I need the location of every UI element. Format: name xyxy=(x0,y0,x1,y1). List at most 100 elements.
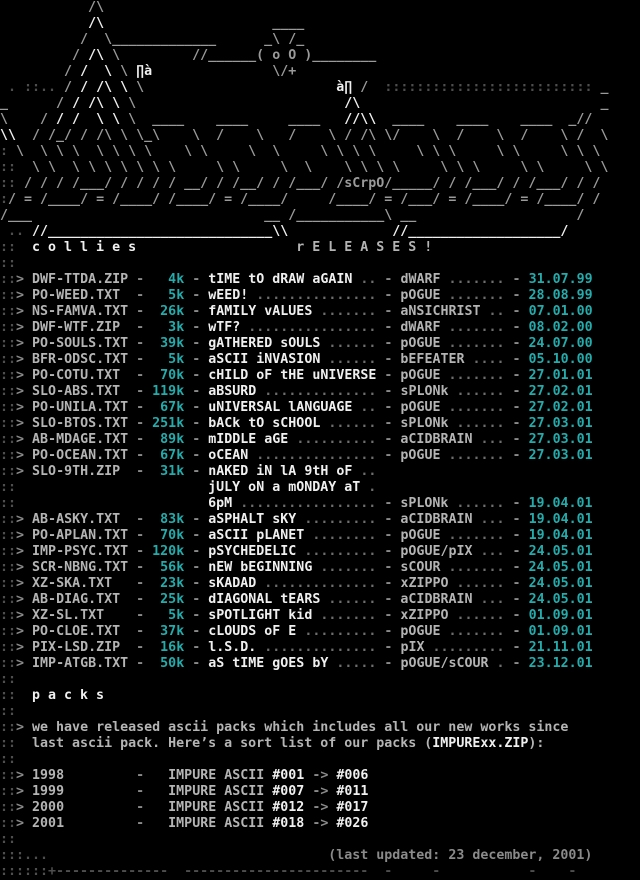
release-row: ::> SLO-ABS.TXT - 119k - aBSURD ........… xyxy=(0,384,640,400)
release-size: 70k xyxy=(152,368,185,383)
text-fragment xyxy=(24,432,32,447)
leader-dots: .. xyxy=(480,304,505,319)
separator-dash: - xyxy=(192,272,201,287)
margin-arrow: > xyxy=(16,784,25,799)
margin-arrow: > xyxy=(16,336,25,351)
release-row: ::> NS-FAMVA.TXT - 26k - fAMILY vALUES .… xyxy=(0,304,640,320)
separator-dash: - xyxy=(384,416,393,431)
ascii-art-fragment: \ \ \ \ \ \ \ \ \ \ \ \ \ \ \ \ \ \ \ \ … xyxy=(16,160,609,175)
line-margin: :: xyxy=(0,736,17,751)
release-size: 25k xyxy=(152,592,185,607)
release-title: wEED! xyxy=(208,288,249,303)
line-margin: :: xyxy=(0,576,17,591)
text-fragment xyxy=(24,800,32,815)
ascii-art-line: \\ / /_/ / /\ \ \_\ \ / \ / \ / /\ \/ \ … xyxy=(0,128,640,144)
release-size: 39k xyxy=(152,336,185,351)
separator-dash: - xyxy=(512,528,521,543)
release-date: 31.07.99 xyxy=(528,272,593,287)
text-fragment xyxy=(505,608,513,623)
release-file: PO-UNILA.TXT xyxy=(32,400,129,415)
release-author: aCIDBRAIN xyxy=(400,432,473,447)
release-title: nAKED iN lA 9tH oF xyxy=(208,464,353,479)
pack-label: IMPURE ASCII xyxy=(168,768,265,783)
text-fragment xyxy=(128,304,136,319)
release-file: PO-SOULS.TXT xyxy=(32,336,129,351)
leader-dots: .............. xyxy=(256,640,377,655)
text-fragment xyxy=(521,544,529,559)
leader-dots: ............... xyxy=(248,288,377,303)
margin-arrow: > xyxy=(16,656,25,671)
text-fragment xyxy=(521,448,529,463)
ascii-art-line: / /\ \ //______( o O )________ xyxy=(0,48,640,64)
leader-dots: ......... xyxy=(424,640,505,655)
ascii-art-line: :/ = /____/ = /____/ /____/ = /____/ /__… xyxy=(0,192,640,208)
release-row: ::> DWF-WTF.ZIP - 3k - wTF? ............… xyxy=(0,320,640,336)
text-fragment xyxy=(128,624,136,639)
release-list: ::> DWF-TTDA.ZIP - 4k - tIME tO dRAW aGA… xyxy=(0,272,640,672)
release-title: uNIVERSAL lANGUAGE xyxy=(208,400,353,415)
release-row: ::> PO-UNILA.TXT - 67k - uNIVERSAL lANGU… xyxy=(0,400,640,416)
separator-dash: - xyxy=(136,800,145,815)
pack-number-from: #012 xyxy=(272,800,305,815)
separator-dash: - xyxy=(192,288,201,303)
margin-arrow: > xyxy=(16,528,25,543)
leader-dots: ....... xyxy=(440,400,505,415)
text-fragment xyxy=(521,272,529,287)
ascii-art-fragment: \ //______( o O )________ xyxy=(104,48,377,63)
text-fragment xyxy=(144,784,168,799)
leader-dots: . xyxy=(360,480,377,495)
text-fragment xyxy=(24,560,32,575)
release-file: PO-WEED.TXT xyxy=(32,288,129,303)
text-fragment xyxy=(505,272,513,287)
separator-dash: - xyxy=(136,768,145,783)
separator-dash: - xyxy=(192,560,201,575)
ascii-art-line: \ / / / \ \ \ ____ ____ ____ //\\ ____ _… xyxy=(0,112,640,128)
range-arrow: -> xyxy=(312,816,329,831)
ascii-art-fragment: \ xyxy=(120,96,345,111)
packs-paragraph-line2: :: last ascii pack. Here’s a sort list of… xyxy=(0,736,640,752)
separator-dash: - xyxy=(136,784,145,799)
leader-dots: ....... xyxy=(440,320,505,335)
release-title: wTF? xyxy=(208,320,241,335)
line-margin: :: xyxy=(0,448,17,463)
text-fragment xyxy=(521,304,529,319)
ascii-art-line: . ::.. / / /\ \ \ à∏ / :::::::::::::::::… xyxy=(0,80,640,96)
margin-arrow: > xyxy=(16,448,25,463)
line-margin: :: xyxy=(0,832,17,847)
separator-dash: - xyxy=(192,416,201,431)
separator-dash: - xyxy=(512,512,521,527)
separator-dash: - xyxy=(512,624,521,639)
release-title: aBSURD xyxy=(208,384,257,399)
paragraph-text: ): xyxy=(528,736,545,751)
text-fragment xyxy=(128,592,136,607)
separator-dash: - xyxy=(136,320,145,335)
release-file: XZ-SL.TXT xyxy=(32,608,129,623)
packs-heading: :: p a c k s xyxy=(0,688,640,704)
release-file: PO-COTU.TXT xyxy=(32,368,129,383)
leader-dots: .......... xyxy=(288,432,377,447)
release-date: 27.02.01 xyxy=(528,384,593,399)
line-margin: :: xyxy=(0,704,17,719)
text-fragment xyxy=(144,656,152,671)
separator-dash: - xyxy=(512,608,521,623)
ascii-art-fragment: ∏à xyxy=(136,64,153,79)
ascii-art-fragment: /\ xyxy=(344,96,361,111)
text-fragment xyxy=(505,656,513,671)
separator-dash: - xyxy=(512,352,521,367)
separator-dash: - xyxy=(136,576,145,591)
text-fragment xyxy=(144,384,152,399)
text-fragment xyxy=(24,608,32,623)
separator-dash: - xyxy=(384,336,393,351)
release-size: 26k xyxy=(152,304,185,319)
line-margin: :: xyxy=(0,496,17,511)
line-margin: :: xyxy=(0,560,17,575)
line-margin: :: xyxy=(0,672,17,687)
release-file: PO-APLAN.TXT xyxy=(32,528,129,543)
ascii-art-line: /___ __ /___________\ __ / xyxy=(0,208,640,224)
release-file: DWF-WTF.ZIP xyxy=(32,320,129,335)
text-fragment xyxy=(16,496,208,511)
text-fragment xyxy=(24,336,32,351)
line-margin: :: xyxy=(0,384,17,399)
text-fragment xyxy=(144,624,152,639)
margin-arrow: > xyxy=(16,464,25,479)
